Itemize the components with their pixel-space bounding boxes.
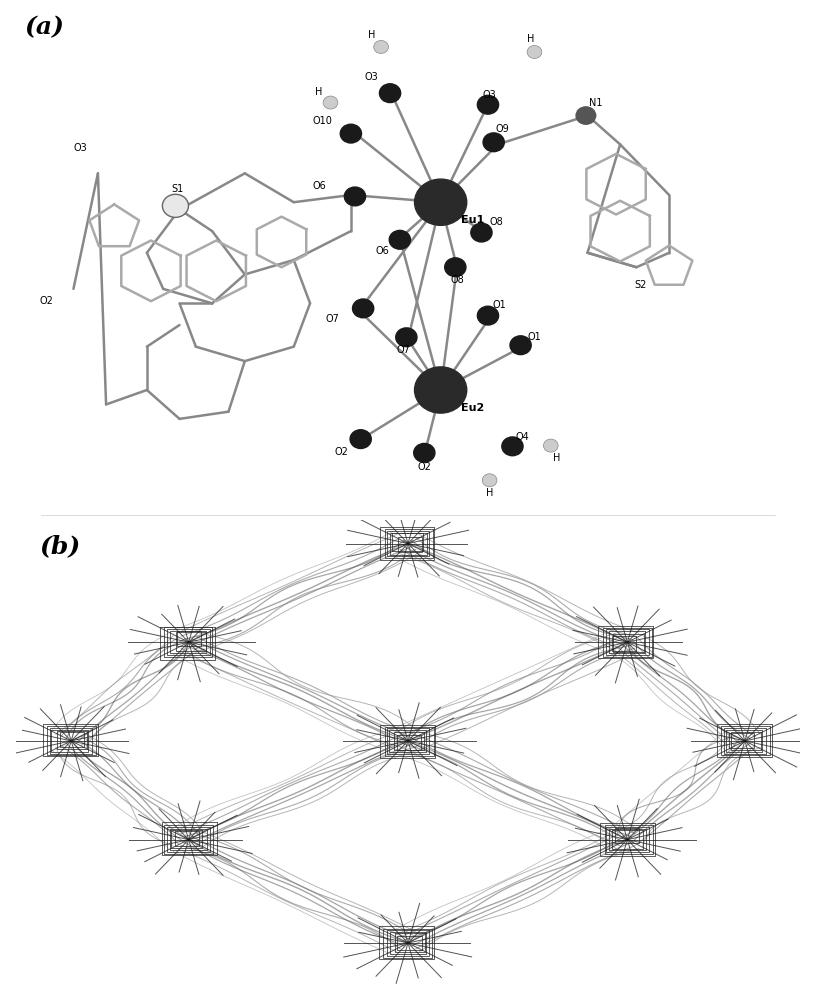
Circle shape [502,437,523,456]
Text: O1: O1 [528,332,541,342]
Circle shape [415,179,467,225]
Text: O2: O2 [417,462,432,472]
Text: H: H [486,488,494,498]
Text: N1: N1 [589,98,602,108]
Text: O3: O3 [365,72,378,82]
Circle shape [477,306,499,325]
Circle shape [414,443,435,462]
Circle shape [543,439,558,452]
Text: O2: O2 [334,447,348,457]
Circle shape [482,474,497,487]
Text: O7: O7 [397,345,411,355]
Text: S1: S1 [171,184,184,194]
Text: O8: O8 [450,275,463,285]
Text: O7: O7 [326,314,340,324]
Circle shape [415,367,467,413]
Text: O2: O2 [39,296,54,306]
Text: S2: S2 [634,280,647,290]
Circle shape [477,95,499,114]
Text: (b): (b) [40,534,81,558]
Text: H: H [314,87,322,97]
Circle shape [445,258,466,277]
Circle shape [576,107,596,124]
Circle shape [323,96,338,109]
Text: O3: O3 [483,90,496,100]
Circle shape [350,430,371,448]
Circle shape [340,124,361,143]
Text: Eu2: Eu2 [461,403,484,413]
Text: O9: O9 [496,124,509,134]
Circle shape [374,40,388,53]
Text: H: H [526,34,534,44]
Circle shape [471,223,492,242]
Text: O6: O6 [313,181,326,191]
Text: O10: O10 [313,116,332,126]
Circle shape [510,336,531,355]
Circle shape [162,194,188,217]
Text: Eu1: Eu1 [461,215,484,225]
Text: O6: O6 [375,246,388,256]
Text: O3: O3 [73,143,86,153]
Circle shape [396,328,417,347]
Text: H: H [367,30,375,40]
Text: H: H [552,453,561,463]
Text: O8: O8 [490,217,503,227]
Circle shape [379,84,401,103]
Circle shape [344,187,366,206]
Text: O1: O1 [493,300,506,310]
Text: O4: O4 [516,432,529,442]
Circle shape [483,133,504,152]
Text: (a): (a) [24,16,64,40]
Circle shape [389,230,410,249]
Circle shape [353,299,374,318]
Circle shape [527,45,542,58]
